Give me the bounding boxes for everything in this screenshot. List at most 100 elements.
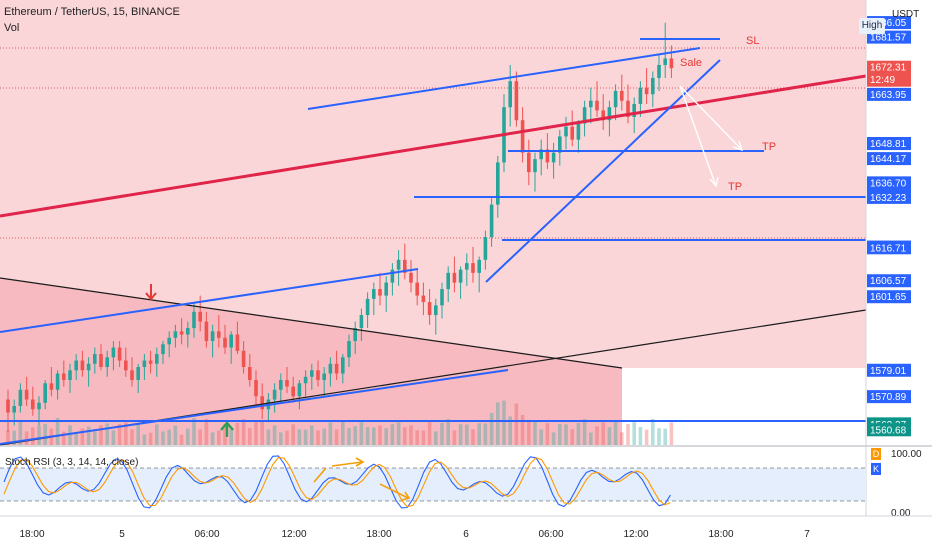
blue-channel-upper-right[interactable]: [307, 47, 701, 110]
volume-bar: [155, 424, 159, 445]
candle: [427, 302, 432, 316]
chart-header: Ethereum / TetherUS, 15, BINANCE Vol: [4, 4, 180, 36]
candle: [260, 396, 264, 410]
candle: [148, 360, 153, 364]
candle: [471, 263, 475, 273]
volume-bar: [514, 403, 519, 445]
candle: [328, 363, 333, 374]
candle: [74, 360, 78, 371]
volume-bar: [396, 422, 401, 445]
vol-indicator-label[interactable]: Vol: [4, 22, 20, 34]
stoch-band: [0, 468, 866, 501]
volume-bar: [390, 424, 395, 445]
candle: [303, 376, 308, 384]
candle: [80, 360, 85, 371]
candle: [477, 259, 481, 273]
candle: [285, 380, 289, 387]
tp2-label: TP: [728, 181, 742, 193]
candle: [632, 103, 636, 117]
blue-channel-upper-left[interactable]: [0, 268, 419, 333]
candle: [272, 389, 277, 400]
candle: [223, 337, 227, 348]
volume-bar: [124, 422, 128, 445]
candle: [43, 383, 47, 403]
volume-bar: [483, 423, 488, 445]
high-button[interactable]: High: [859, 18, 885, 34]
volume-bar: [477, 423, 481, 445]
volume-bar: [589, 432, 593, 445]
candle: [155, 354, 159, 364]
candle: [173, 331, 178, 338]
volume-bar: [297, 429, 302, 445]
volume-bar: [12, 430, 16, 445]
black-descending-line[interactable]: [0, 277, 623, 369]
candle: [279, 380, 283, 390]
volume-bar: [272, 425, 277, 445]
volume-bar: [496, 402, 500, 445]
price-label: 1606.57: [867, 274, 911, 288]
time-axis[interactable]: 18:00 5 06:00 12:00 18:00 6 06:00 12:00 18:00 7: [19, 529, 810, 540]
candle: [62, 373, 66, 381]
volume-bar: [384, 428, 388, 445]
svg-text:1663.95: 1663.95: [870, 90, 907, 101]
volume-bar: [527, 419, 531, 445]
candle: [564, 126, 568, 137]
candle: [117, 347, 122, 361]
svg-text:1601.65: 1601.65: [870, 292, 907, 303]
sale-label: Sale: [680, 57, 702, 69]
candle: [458, 269, 463, 283]
time-tick: 5: [119, 529, 125, 540]
svg-text:1570.89: 1570.89: [870, 392, 907, 403]
candle: [111, 347, 116, 358]
volume-bar: [93, 431, 97, 445]
candle: [229, 334, 233, 348]
volume-bar: [359, 422, 364, 445]
volume-bar: [223, 424, 227, 445]
volume-bar: [285, 430, 289, 445]
candle: [248, 367, 252, 381]
volume-bar: [167, 429, 171, 445]
volume-bar: [130, 429, 134, 445]
svg-text:1616.71: 1616.71: [870, 243, 907, 254]
candle: [241, 350, 246, 368]
blue-channel-lower-left[interactable]: [0, 369, 509, 445]
volume-bar: [601, 422, 605, 445]
candle: [37, 402, 41, 410]
candle: [49, 383, 54, 390]
volume-bar: [316, 430, 320, 445]
candle: [198, 311, 202, 322]
candle: [204, 321, 209, 342]
candle: [582, 107, 587, 124]
candle: [595, 100, 599, 111]
price-label: 1663.95: [867, 87, 911, 101]
candle: [409, 272, 413, 283]
currency-label[interactable]: USDT: [892, 9, 920, 20]
volume-bar: [322, 428, 326, 445]
volume-bar: [620, 432, 624, 445]
candle: [6, 399, 10, 413]
volume-bar: [117, 424, 122, 445]
candle: [31, 399, 35, 410]
candle: [18, 389, 23, 407]
svg-text:1579.01: 1579.01: [870, 366, 907, 377]
candle: [613, 90, 618, 108]
volume-bar: [68, 425, 72, 445]
candle: [651, 77, 655, 95]
svg-text:12:49: 12:49: [870, 75, 895, 86]
candle: [378, 289, 382, 296]
blue-rising-trendline[interactable]: [485, 59, 721, 283]
candle: [576, 123, 581, 140]
stoch-rsi-label[interactable]: Stoch RSI (3, 3, 14, 14, close): [5, 457, 139, 468]
candle: [533, 159, 537, 173]
volume-bar: [62, 431, 66, 445]
candle: [465, 263, 469, 270]
symbol-title[interactable]: Ethereum / TetherUS, 15, BINANCE: [4, 6, 180, 18]
volume-bar: [111, 430, 116, 445]
candle: [310, 370, 314, 377]
volume-bar: [99, 425, 103, 445]
time-tick: 7: [804, 529, 810, 540]
volume-bar: [24, 431, 29, 445]
candle: [545, 149, 550, 163]
red-trend-line[interactable]: [0, 74, 867, 218]
